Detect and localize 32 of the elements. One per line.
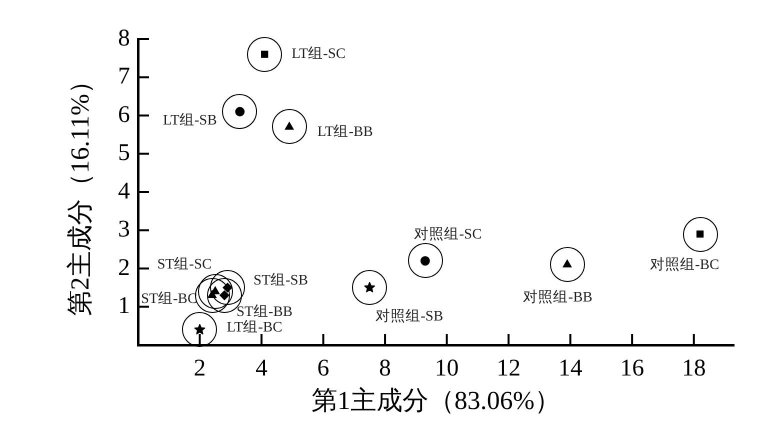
- series-label: 对照组-SB: [376, 307, 444, 324]
- point: [563, 260, 572, 268]
- y-tick-label: 2: [118, 254, 130, 281]
- x-tick-label: 4: [256, 356, 268, 382]
- series-label: LT组-BB: [317, 122, 373, 140]
- y-tick-label: 3: [118, 216, 130, 243]
- y-axis-title: 第2主成分（16.11%）: [65, 68, 94, 316]
- x-tick-label: 12: [496, 356, 521, 382]
- x-tick-label: 14: [558, 356, 582, 382]
- y-tick-label: 6: [118, 102, 130, 128]
- series-label: LT组-BC: [226, 318, 282, 336]
- series-label: ST组-BB: [236, 303, 293, 320]
- x-axis-title: 第1主成分（83.06%）: [311, 386, 561, 416]
- y-tick-label: 7: [118, 64, 130, 90]
- y-tick-label: 5: [118, 140, 130, 166]
- series-label: LT组-SC: [292, 45, 346, 62]
- x-tick-label: 8: [379, 356, 392, 382]
- y-tick-label: 1: [118, 293, 130, 320]
- x-tick-label: 16: [620, 356, 644, 382]
- y-tick-label: 8: [118, 25, 130, 52]
- x-tick-label: 2: [194, 356, 206, 382]
- series-label: ST组-SC: [157, 255, 212, 272]
- series-label: ST组-BC: [141, 290, 198, 308]
- series-label: ST组-SB: [254, 271, 308, 288]
- x-tick-label: 18: [682, 356, 706, 382]
- text: 对照组-BB: [523, 288, 592, 306]
- x-tick-label: 6: [317, 356, 330, 382]
- x-tick-label: 10: [434, 356, 459, 382]
- y-tick-label: 4: [118, 178, 130, 204]
- series-label: 对照组-BC: [650, 256, 720, 273]
- series-label: 对照组-SC: [414, 226, 482, 243]
- series-label: LT组-SB: [162, 111, 217, 128]
